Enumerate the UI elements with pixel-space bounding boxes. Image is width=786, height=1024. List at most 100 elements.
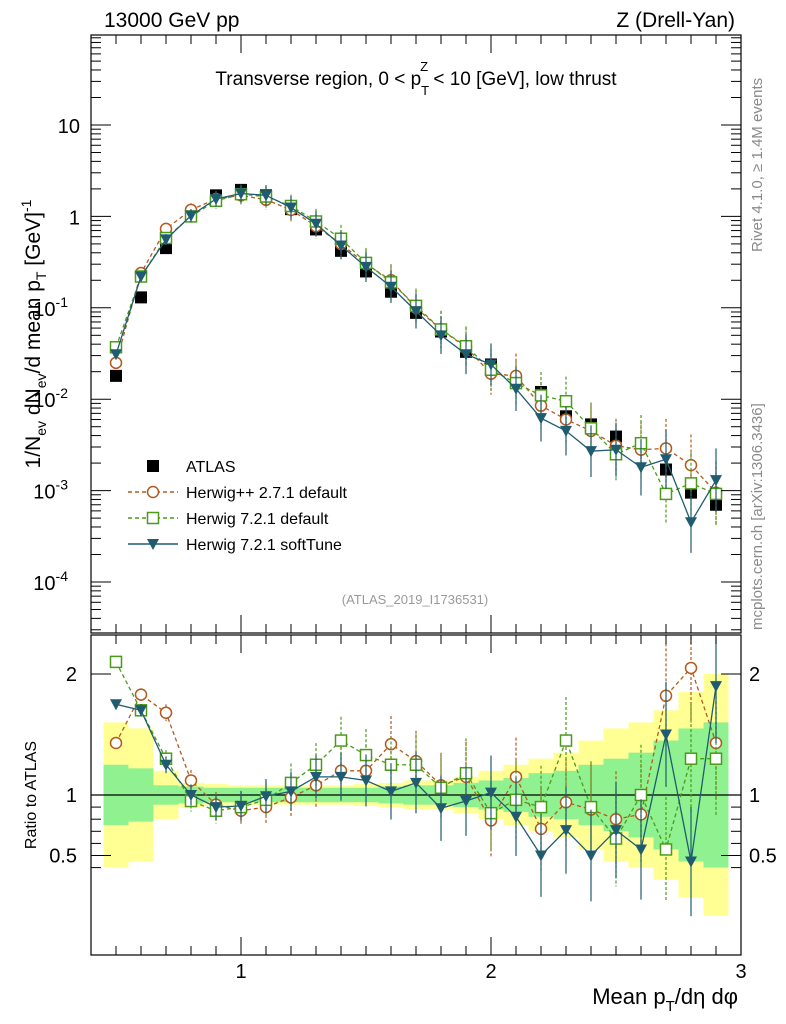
legend-label: Herwig++ 2.7.1 default bbox=[186, 485, 348, 502]
ratio-point bbox=[109, 655, 123, 669]
rivet-label: Rivet 4.1.0, ≥ 1.4M events bbox=[749, 78, 766, 252]
ratio-ytick-label: 1 bbox=[66, 785, 77, 807]
ratio-ytick-label-right: 0.5 bbox=[749, 846, 777, 868]
data-point bbox=[335, 240, 347, 252]
ratio-point bbox=[185, 790, 197, 801]
ratio-point bbox=[410, 777, 422, 789]
ratio-point bbox=[160, 759, 172, 771]
legend-marker bbox=[146, 485, 160, 499]
ratio-point bbox=[659, 843, 673, 856]
data-point bbox=[460, 349, 472, 361]
collision-label: 13000 GeV pp bbox=[104, 9, 239, 32]
ratio-series-2 bbox=[110, 637, 722, 917]
ratio-point bbox=[660, 729, 672, 741]
main-series-layer bbox=[109, 183, 723, 553]
ratio-point bbox=[709, 752, 723, 765]
data-point bbox=[160, 242, 172, 255]
main-ytick-label: 10-3 bbox=[33, 477, 68, 504]
ratio-point bbox=[460, 796, 472, 808]
xtick-label: 3 bbox=[735, 961, 746, 983]
data-point bbox=[385, 281, 397, 293]
data-point bbox=[710, 475, 722, 487]
main-title: Transverse region, 0 < pTZ < 10 [GeV], l… bbox=[215, 59, 617, 98]
ratio-ytick-label: 2 bbox=[66, 664, 77, 686]
ratio-point bbox=[285, 786, 297, 798]
ratio-point bbox=[535, 850, 547, 862]
ratio-point bbox=[684, 752, 698, 765]
ratio-point bbox=[360, 775, 372, 787]
main-ytick-label: 10-1 bbox=[33, 294, 68, 321]
analysis-watermark: (ATLAS_2019_I1736531) bbox=[342, 592, 488, 607]
data-point bbox=[560, 425, 572, 437]
ratio-point bbox=[335, 771, 347, 783]
xtick-label: 1 bbox=[235, 961, 246, 983]
data-point bbox=[360, 261, 372, 273]
data-point bbox=[210, 194, 222, 206]
data-point bbox=[135, 271, 147, 283]
ratio-point bbox=[110, 699, 122, 711]
legend-item: Herwig++ 2.7.1 default bbox=[128, 485, 348, 502]
mcplots-label: mcplots.cern.ch [arXiv:1306.3436] bbox=[749, 403, 766, 630]
ratio-point bbox=[260, 791, 272, 803]
legend-item: ATLAS bbox=[147, 459, 236, 476]
data-point bbox=[435, 330, 447, 342]
ratio-point bbox=[385, 786, 397, 798]
data-point bbox=[410, 306, 422, 318]
legend: ATLAS Herwig++ 2.7.1 default Herwig 7.2.1 … bbox=[128, 459, 348, 554]
ratio-point bbox=[135, 705, 147, 717]
data-point bbox=[510, 383, 522, 395]
data-point bbox=[685, 517, 697, 529]
data-point bbox=[659, 487, 673, 501]
data-point bbox=[110, 349, 122, 361]
data-point bbox=[535, 413, 547, 425]
data-point bbox=[310, 218, 322, 230]
data-point bbox=[160, 234, 172, 246]
ratio-ylabel: Ratio to ATLAS bbox=[23, 741, 40, 849]
ratio-point bbox=[109, 736, 123, 750]
ratio-point bbox=[559, 734, 573, 747]
data-point bbox=[235, 188, 247, 200]
series-line bbox=[115, 193, 717, 495]
main-axes: 10 1 10-1 10-2 10-3 10-4 bbox=[33, 35, 742, 633]
legend-item: Herwig 7.2.1 softTune bbox=[128, 537, 342, 554]
ratio-point bbox=[534, 800, 548, 814]
main-ytick-label: 10-4 bbox=[33, 568, 68, 595]
ratio-point bbox=[310, 771, 322, 783]
ratio-ytick-label-right: 1 bbox=[749, 785, 760, 807]
main-ytick-label: 10 bbox=[58, 116, 80, 138]
data-point bbox=[610, 444, 622, 456]
ratio-point bbox=[610, 825, 622, 837]
series-3 bbox=[110, 184, 722, 553]
ratio-ytick-label: 0.5 bbox=[49, 846, 77, 868]
ratio-point bbox=[134, 688, 148, 701]
ratio-point bbox=[560, 825, 572, 837]
ratio-axes: 0.5 0.5 1 1 2 2 1 2 3 bbox=[49, 635, 777, 983]
data-point bbox=[485, 359, 497, 371]
legend-label: Herwig 7.2.1 softTune bbox=[186, 537, 342, 554]
data-point bbox=[110, 369, 122, 382]
data-point bbox=[260, 190, 272, 202]
ratio-point bbox=[435, 803, 447, 815]
process-label: Z (Drell-Yan) bbox=[616, 9, 735, 32]
ratio-point bbox=[635, 844, 647, 856]
legend-marker bbox=[146, 511, 160, 525]
ratio-point bbox=[510, 811, 522, 823]
legend-label: ATLAS bbox=[186, 459, 236, 476]
ratio-point bbox=[710, 681, 722, 693]
ratio-point bbox=[235, 800, 247, 812]
data-point bbox=[585, 446, 597, 458]
ratio-point bbox=[684, 661, 698, 675]
main-ylabel: 1/Nev dNev/d mean pT [GeV]-1 bbox=[18, 199, 49, 468]
data-point bbox=[135, 291, 147, 304]
main-ytick-label: 10-2 bbox=[33, 385, 68, 412]
data-point bbox=[660, 454, 672, 466]
legend-marker bbox=[147, 460, 159, 472]
ratio-point bbox=[184, 774, 198, 787]
ratio-point bbox=[334, 734, 348, 747]
ratio-series-layer bbox=[109, 637, 723, 917]
legend-label: Herwig 7.2.1 default bbox=[186, 511, 329, 528]
ratio-point bbox=[210, 802, 222, 814]
legend-marker bbox=[147, 539, 159, 550]
data-point bbox=[684, 477, 698, 490]
